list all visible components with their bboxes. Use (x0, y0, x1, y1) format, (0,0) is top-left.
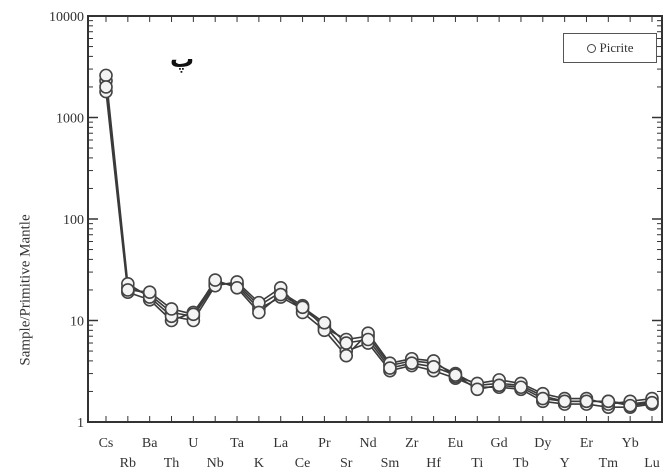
data-point (426, 359, 441, 374)
y-axis-label: Sample/Primitive Mantle (17, 214, 34, 366)
series-line (105, 91, 653, 409)
x-tick-label: Nd (360, 436, 377, 451)
y-tick-label: 10 (70, 315, 84, 330)
x-tick-label: Cs (99, 436, 114, 451)
y-tick-label: 100 (63, 213, 84, 228)
data-point (361, 332, 375, 347)
x-tick-label: Yb (622, 436, 639, 451)
data-point (273, 287, 288, 302)
data-point (295, 300, 310, 315)
x-tick-label: Er (580, 436, 594, 451)
y-tick-label: 10000 (49, 10, 84, 25)
x-tick-label: Lu (644, 456, 660, 471)
x-tick-label: Nb (207, 456, 224, 471)
data-point (339, 348, 354, 363)
data-point (252, 305, 266, 320)
x-tick-label: Tb (513, 456, 529, 471)
data-point (514, 380, 528, 395)
legend-label: Picrite (599, 40, 634, 55)
x-tick-label: Hf (426, 456, 441, 471)
data-point (383, 361, 397, 375)
x-tick-label: Gd (491, 436, 508, 451)
x-tick-label: Y (560, 456, 570, 471)
data-point (645, 395, 659, 410)
x-tick-label: U (188, 436, 198, 451)
x-tick-label: La (273, 436, 289, 451)
x-tick-label: Ta (230, 436, 245, 451)
x-tick-label: Eu (448, 436, 464, 451)
data-point (186, 307, 201, 322)
data-point (208, 273, 222, 287)
data-point (339, 336, 354, 350)
x-tick-label: Sr (340, 456, 353, 471)
x-tick-label: Tm (599, 456, 619, 471)
x-tick-label: Ce (295, 456, 311, 471)
x-tick-label: Th (164, 456, 180, 471)
legend-marker-open-circle (586, 43, 596, 53)
data-point (99, 68, 113, 83)
x-tick-label: Dy (534, 436, 551, 451)
data-point (623, 398, 637, 413)
data-point (142, 285, 157, 300)
x-tick-label: Pr (318, 436, 331, 451)
x-tick-label: K (254, 456, 264, 471)
y-tick-label: 1000 (56, 112, 84, 127)
data-point (557, 394, 572, 409)
data-point (317, 315, 332, 330)
data-point (470, 382, 485, 397)
x-tick-label: Ti (471, 456, 483, 471)
data-point (492, 378, 506, 393)
legend: Picrite (563, 33, 657, 63)
x-tick-label: Rb (120, 456, 136, 471)
x-tick-label: Ba (142, 436, 158, 451)
data-point (121, 283, 135, 297)
x-tick-label: Zr (405, 436, 419, 451)
data-point (404, 356, 419, 370)
data-point (448, 368, 463, 382)
data-point (99, 80, 113, 94)
y-tick-label: 1 (77, 416, 84, 431)
data-point (164, 302, 179, 316)
data-point (579, 394, 594, 409)
data-point (601, 394, 616, 409)
data-point (535, 391, 550, 406)
x-tick-label: Sm (381, 456, 400, 471)
data-point (230, 280, 244, 295)
panel-label: پ (160, 40, 204, 78)
